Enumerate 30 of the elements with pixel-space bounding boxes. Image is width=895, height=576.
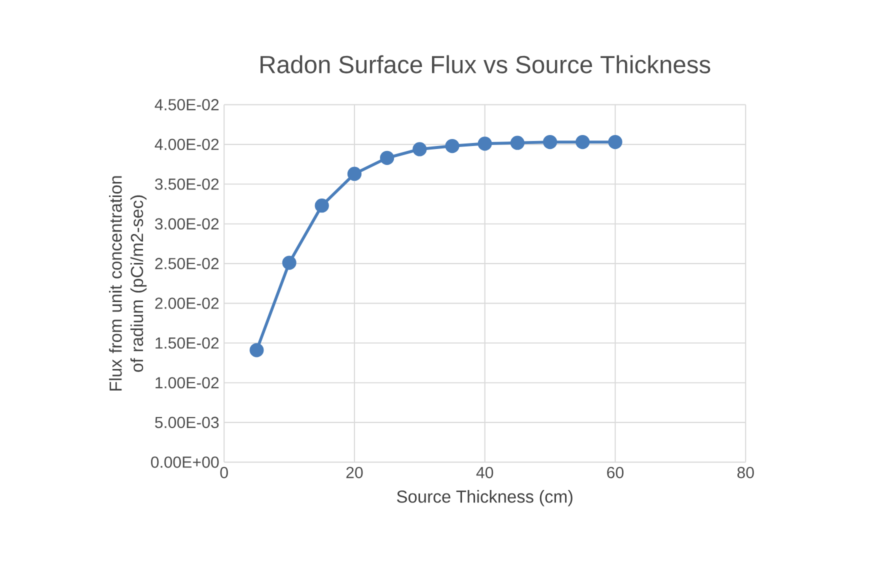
point [412,142,427,156]
point [576,134,590,150]
x-tick-label: 20 [346,466,363,478]
point [510,136,525,150]
point [282,256,296,270]
point [314,198,329,213]
point [608,134,622,150]
x-tick-label: 0 [220,466,228,478]
x-tick-label: 60 [607,466,624,478]
point [347,166,362,181]
y-tick-label: 3.50E-02 [155,178,219,190]
y-tick-label: 0.00E+00 [151,456,219,468]
x-axis-title: Source Thickness (cm) [396,490,572,506]
y-tick-label: 1.50E-02 [156,337,219,349]
x-tick-label: 40 [476,466,494,478]
y-tick-label: 4.50E-02 [154,98,219,110]
y-tick-label: 2.50E-02 [155,258,219,270]
point [445,138,460,153]
y-axis-title: Flux from unit concentration of radium (pCi/m2-sec) [109,176,147,390]
point [542,134,558,150]
point [250,342,264,358]
y-tick-label: 4.00E-02 [154,138,219,150]
point [380,150,394,165]
chart-title: Radon Surface Flux vs Source Thickness [260,55,710,74]
y-tick-label: 1.00E-02 [156,376,219,388]
y-tick-label: 5.00E-03 [155,416,219,428]
y-tick-label: 3.00E-02 [155,218,219,230]
point [478,136,492,151]
y-tick-label: 2.00E-02 [155,298,219,309]
x-tick-label: 80 [737,466,754,478]
